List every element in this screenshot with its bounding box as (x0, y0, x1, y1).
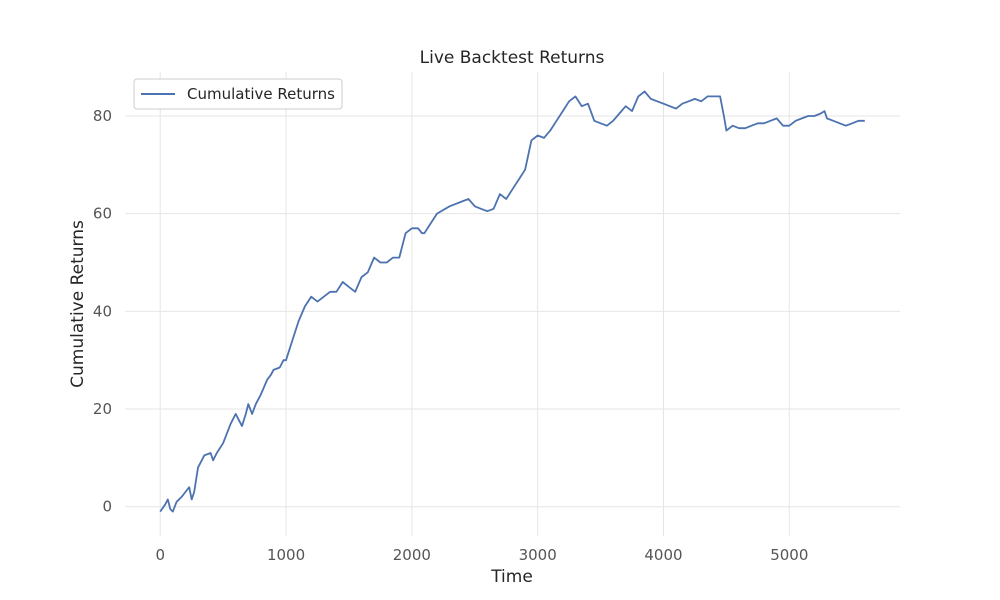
y-tick-label: 60 (93, 205, 112, 223)
y-tick-label: 80 (93, 107, 112, 125)
y-axis-label: Cumulative Returns (68, 220, 88, 388)
x-tick-label: 3000 (519, 546, 557, 564)
tick-labels: 0 1000 2000 3000 4000 5000 0 20 40 60 80 (93, 107, 808, 564)
series-layer (159, 90, 865, 513)
series-line-cumulative-returns (159, 90, 865, 513)
y-tick-label: 0 (102, 498, 112, 516)
legend: Cumulative Returns (133, 78, 343, 110)
y-tick-label: 20 (93, 400, 112, 418)
legend-box (133, 78, 343, 110)
x-tick-label: 4000 (644, 546, 682, 564)
x-tick-label: 5000 (770, 546, 808, 564)
x-tick-label: 2000 (393, 546, 431, 564)
y-tick-label: 40 (93, 302, 112, 320)
x-tick-label: 0 (155, 546, 165, 564)
legend-label: Cumulative Returns (187, 85, 335, 103)
chart-title: Live Backtest Returns (420, 48, 605, 68)
x-tick-label: 1000 (267, 546, 305, 564)
grid (125, 72, 900, 536)
x-axis-label: Time (490, 567, 533, 587)
